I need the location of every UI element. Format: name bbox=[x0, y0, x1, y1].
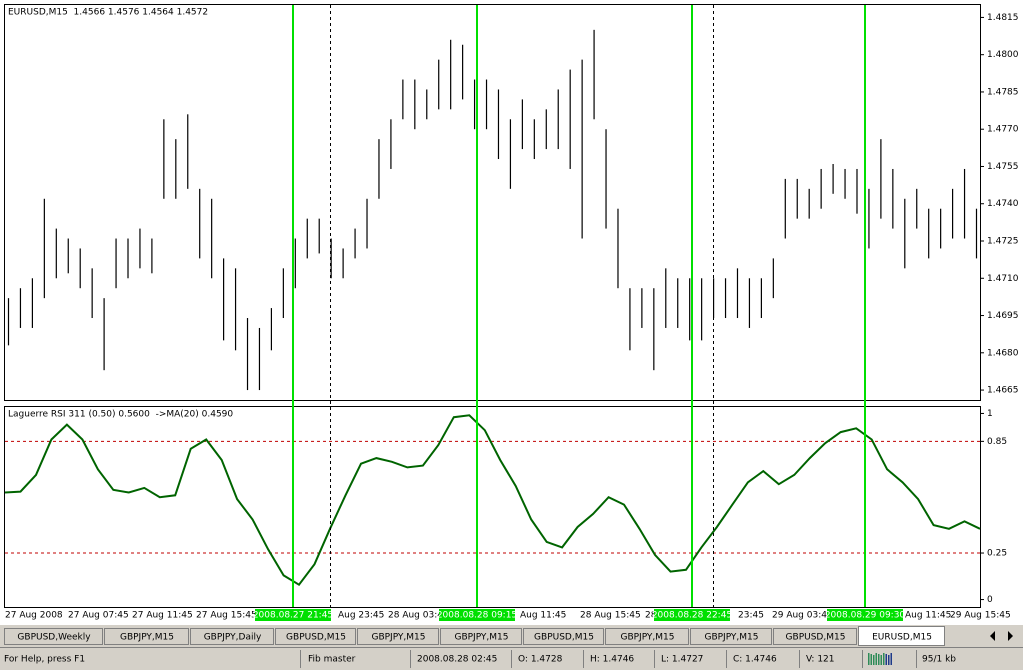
scroll-left[interactable] bbox=[990, 631, 995, 641]
price-title: EURUSD,M15 1.4566 1.4576 1.4564 1.4572 bbox=[8, 8, 208, 18]
traffic-bar bbox=[883, 653, 885, 665]
tab-label[interactable]: GBPJPY,M15 bbox=[454, 633, 508, 643]
y-tick-label: 1.4740 bbox=[987, 199, 1019, 209]
y-tick-label: 1.4800 bbox=[987, 50, 1019, 60]
marker-label: 2008.08.29 09:30 bbox=[825, 611, 906, 621]
tab-label[interactable]: GBPUSD,Weekly bbox=[17, 633, 91, 643]
y-tick-label: 1.4785 bbox=[987, 87, 1019, 97]
y-tick-label: 1.4665 bbox=[987, 386, 1019, 396]
traffic-bar bbox=[868, 653, 870, 665]
x-tick-label: 29 Aug 15:45 bbox=[950, 611, 1011, 621]
x-tick-label: 27 Aug 2008 bbox=[5, 611, 63, 621]
x-tick-label: 27 Aug 07:45 bbox=[68, 611, 129, 621]
tab[interactable] bbox=[523, 628, 604, 645]
marker-label-box bbox=[439, 609, 515, 621]
tab-label[interactable]: GBPUSD,M15 bbox=[786, 633, 846, 643]
tab-label[interactable]: GBPJPY,M15 bbox=[620, 633, 674, 643]
x-tick-label: 28 Aug 15:45 bbox=[580, 611, 641, 621]
y-tick-label: 0.25 bbox=[987, 549, 1007, 559]
tab-label[interactable]: GBPJPY,M15 bbox=[704, 633, 758, 643]
y-tick-label: 1.4695 bbox=[987, 311, 1019, 321]
marker-label-box bbox=[654, 609, 730, 621]
tab-label[interactable]: GBPJPY,M15 bbox=[120, 633, 174, 643]
traffic-bar bbox=[888, 655, 890, 665]
tab-label[interactable]: EURUSD,M15 bbox=[872, 633, 932, 643]
y-tick-label: 1.4770 bbox=[987, 125, 1019, 135]
y-tick-label: 1 bbox=[987, 409, 993, 419]
traffic-bar bbox=[880, 655, 882, 665]
status-text: 95/1 kb bbox=[922, 655, 956, 665]
scroll-right[interactable] bbox=[1008, 631, 1013, 641]
marker-label: 2008.08.27 21:45 bbox=[253, 611, 333, 621]
traffic-bar bbox=[875, 653, 877, 665]
chart-window bbox=[0, 0, 1023, 625]
tab-label[interactable]: GBPJPY,Daily bbox=[204, 633, 262, 643]
y-tick-label: 1.4755 bbox=[987, 162, 1019, 172]
y-tick-label: 1.4710 bbox=[987, 274, 1019, 284]
tab[interactable] bbox=[357, 628, 439, 645]
traffic-bar bbox=[878, 654, 880, 665]
indicator-title: Laguerre RSI 311 (0.50) 0.5600 ->MA(20) … bbox=[8, 410, 233, 420]
marker-label-box bbox=[827, 609, 903, 621]
status-text: H: 1.4746 bbox=[590, 655, 634, 665]
x-tick-label: Aug 23:45 bbox=[338, 611, 384, 621]
x-tick-label: Aug 11:45 bbox=[520, 611, 566, 621]
traffic-bar bbox=[885, 654, 887, 665]
status-text: For Help, press F1 bbox=[4, 655, 85, 665]
tab[interactable] bbox=[275, 628, 356, 645]
traffic-bar bbox=[870, 654, 872, 665]
y-tick-label: 1.4815 bbox=[987, 13, 1019, 23]
status-text: L: 1.4727 bbox=[661, 655, 703, 665]
x-tick-label: 23:45 bbox=[738, 611, 764, 621]
tab-label[interactable]: GBPUSD,M15 bbox=[534, 633, 594, 643]
x-tick-label: 27 Aug 11:45 bbox=[132, 611, 193, 621]
status-text: V: 121 bbox=[806, 655, 835, 665]
tab[interactable] bbox=[690, 628, 772, 645]
status-text: Fib master bbox=[308, 655, 356, 665]
tab[interactable] bbox=[605, 628, 689, 645]
status-text: C: 1.4746 bbox=[733, 655, 777, 665]
rsi-line bbox=[4, 414, 981, 587]
marker-label: 2008.08.28 09:15 bbox=[437, 611, 517, 621]
tab[interactable] bbox=[190, 628, 274, 645]
tab-label[interactable]: GBPUSD,M15 bbox=[286, 633, 346, 643]
x-tick-label: 27 Aug 15:45 bbox=[196, 611, 257, 621]
x-tick-label: Aug 11:45 bbox=[905, 611, 951, 621]
x-tick-label: 28 Aug 03:4 bbox=[388, 611, 443, 621]
y-tick-label: 0 bbox=[987, 595, 993, 605]
status-text: 2008.08.28 02:45 bbox=[417, 655, 497, 665]
tab[interactable] bbox=[4, 628, 103, 645]
traffic-bar bbox=[890, 653, 892, 665]
traffic-bar bbox=[873, 655, 875, 665]
tab[interactable] bbox=[773, 628, 857, 645]
tab[interactable] bbox=[858, 626, 945, 646]
tab-label[interactable]: GBPJPY,M15 bbox=[371, 633, 425, 643]
marker-label: 2008.08.28 22:45 bbox=[652, 611, 732, 621]
x-tick-label: 29 Aug 03:45 bbox=[772, 611, 833, 621]
status-text: O: 1.4728 bbox=[518, 655, 563, 665]
marker-label-box bbox=[255, 609, 331, 621]
price-panel bbox=[4, 4, 981, 401]
y-tick-label: 0.85 bbox=[987, 437, 1007, 447]
y-tick-label: 1.4680 bbox=[987, 348, 1019, 358]
y-tick-label: 1.4725 bbox=[987, 237, 1019, 247]
indicator-panel bbox=[4, 406, 981, 608]
tab[interactable] bbox=[440, 628, 522, 645]
tab[interactable] bbox=[104, 628, 189, 645]
